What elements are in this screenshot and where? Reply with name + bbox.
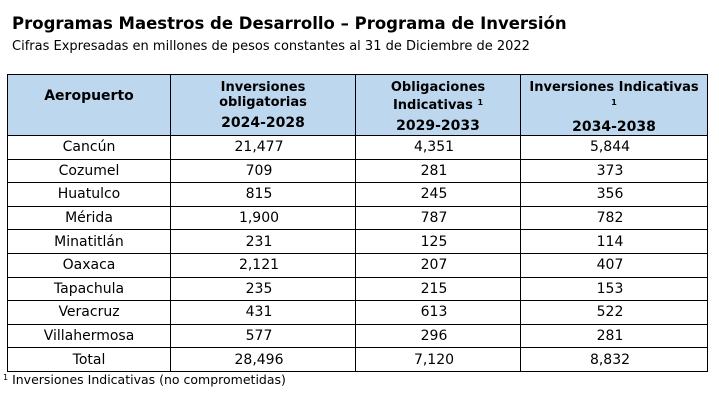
value-cell: 577 [170, 323, 356, 349]
value-cell: 114 [520, 229, 708, 254]
header-indicative-investments: Inversiones Indicativas 1 2034-2038 [520, 74, 708, 136]
total-value: 8,832 [520, 347, 708, 372]
value-cell: 153 [520, 276, 708, 302]
page-title: Programas Maestros de Desarrollo – Progr… [12, 14, 567, 33]
value-cell: 1,900 [170, 205, 356, 231]
table-row: Oaxaca 2,121 207 407 [7, 252, 708, 278]
value-cell: 373 [520, 158, 708, 184]
header-airport: Aeropuerto [7, 74, 171, 136]
footnote-text: Inversiones Indicativas (no comprometida… [12, 372, 286, 387]
airport-cell: Huatulco [7, 182, 171, 207]
table-total-row: Total 28,496 7,120 8,832 [7, 347, 708, 372]
table-row: Tapachula 235 215 153 [7, 276, 708, 302]
header-indicative-obligations: Obligaciones Indicativas 1 2029-2033 [355, 74, 521, 136]
footnote: 1 Inversiones Indicativas (no comprometi… [3, 372, 286, 387]
value-cell: 709 [170, 158, 356, 184]
value-cell: 281 [355, 158, 521, 184]
header-col1-period: 2024-2028 [221, 115, 305, 131]
airport-cell: Cozumel [7, 158, 171, 184]
table-row: Mérida 1,900 787 782 [7, 205, 708, 231]
table-row: Minatitlán 231 125 114 [7, 229, 708, 254]
value-cell: 407 [520, 252, 708, 278]
value-cell: 215 [355, 276, 521, 302]
header-col2-period: 2029-2033 [396, 118, 480, 134]
value-cell: 5,844 [520, 135, 708, 160]
header-col3-line1: Inversiones Indicativas [529, 80, 699, 95]
value-cell: 21,477 [170, 135, 356, 160]
table-row: Cancún 21,477 4,351 5,844 [7, 135, 708, 160]
value-cell: 296 [355, 323, 521, 349]
value-cell: 431 [170, 300, 356, 325]
value-cell: 815 [170, 182, 356, 207]
header-col1-line2: obligatorias [219, 95, 307, 110]
value-cell: 613 [355, 300, 521, 325]
value-cell: 522 [520, 300, 708, 325]
table-row: Villahermosa 577 296 281 [7, 323, 708, 349]
header-col3-period: 2034-2038 [572, 119, 656, 135]
airport-cell: Tapachula [7, 276, 171, 302]
header-col2-footnote-mark: 1 [477, 98, 484, 107]
value-cell: 356 [520, 182, 708, 207]
header-col1-line1: Inversiones [220, 80, 306, 95]
airport-cell: Veracruz [7, 300, 171, 325]
table-row: Huatulco 815 245 356 [7, 182, 708, 207]
header-col2-line2: Indicativas [392, 98, 473, 113]
value-cell: 231 [170, 229, 356, 254]
total-value: 28,496 [170, 347, 356, 372]
value-cell: 782 [520, 205, 708, 231]
value-cell: 787 [355, 205, 521, 231]
value-cell: 2,121 [170, 252, 356, 278]
airport-cell: Villahermosa [7, 323, 171, 349]
table-row: Cozumel 709 281 373 [7, 158, 708, 184]
total-value: 7,120 [355, 347, 521, 372]
footnote-mark: 1 [3, 373, 9, 382]
airport-cell: Oaxaca [7, 252, 171, 278]
value-cell: 207 [355, 252, 521, 278]
value-cell: 281 [520, 323, 708, 349]
page-subtitle: Cifras Expresadas en millones de pesos c… [12, 39, 530, 54]
header-obligatory-investments: Inversiones obligatorias 2024-2028 [170, 74, 356, 136]
value-cell: 125 [355, 229, 521, 254]
airport-cell: Minatitlán [7, 229, 171, 254]
value-cell: 235 [170, 276, 356, 302]
investment-table: Aeropuerto Inversiones obligatorias 2024… [7, 74, 708, 372]
header-col3-footnote-mark: 1 [611, 98, 617, 107]
total-label: Total [7, 347, 171, 372]
table-row: Veracruz 431 613 522 [7, 300, 708, 325]
airport-cell: Mérida [7, 205, 171, 231]
airport-cell: Cancún [7, 135, 171, 160]
value-cell: 245 [355, 182, 521, 207]
header-col2-line1: Obligaciones [390, 80, 486, 95]
table-header-row: Aeropuerto Inversiones obligatorias 2024… [7, 74, 708, 136]
value-cell: 4,351 [355, 135, 521, 160]
